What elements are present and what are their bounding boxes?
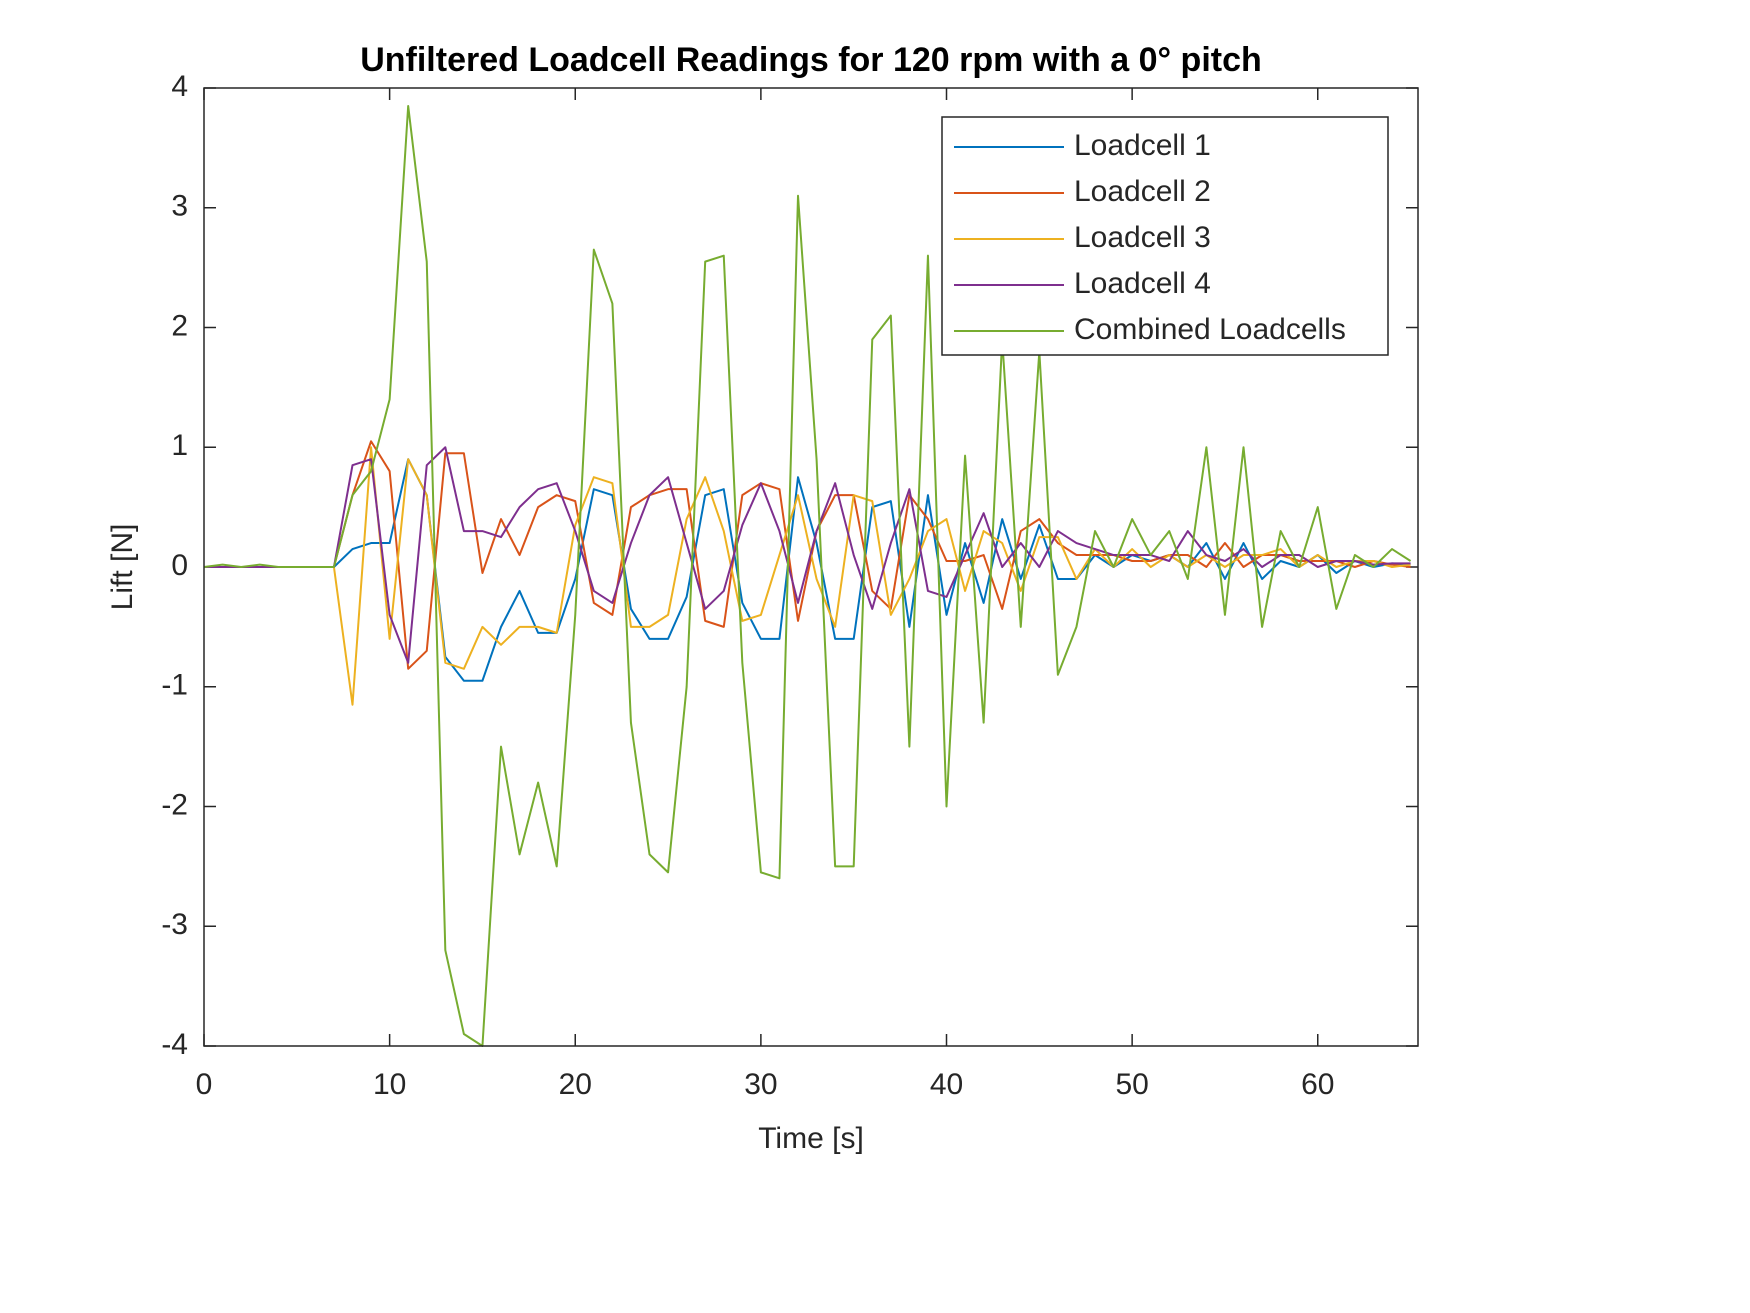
x-tick-label: 0 <box>196 1068 213 1101</box>
x-tick-label: 50 <box>1115 1068 1148 1101</box>
legend-label: Loadcell 1 <box>1074 129 1211 162</box>
y-tick-label: 0 <box>171 549 188 582</box>
y-tick-label: -3 <box>161 908 188 941</box>
legend-label: Loadcell 2 <box>1074 175 1211 208</box>
series-line <box>203 104 1412 1047</box>
x-tick-label: 20 <box>559 1068 592 1101</box>
y-tick-label: 3 <box>171 190 188 223</box>
legend-label: Combined Loadcells <box>1074 313 1346 346</box>
y-tick-label: -2 <box>161 788 188 821</box>
y-tick-label: 1 <box>171 429 188 462</box>
legend-label: Loadcell 4 <box>1074 267 1211 300</box>
legend: Loadcell 1 Loadcell 2 Loadcell 3 Loadcell 4… <box>941 116 1389 356</box>
x-tick-label: 30 <box>744 1068 777 1101</box>
y-tick-label: 2 <box>171 309 188 342</box>
y-tick-label: 4 <box>171 70 188 103</box>
legend-box <box>941 116 1389 356</box>
y-tick-label: -1 <box>161 669 188 702</box>
x-tick-label: 60 <box>1301 1068 1334 1101</box>
x-tick-label: 40 <box>930 1068 963 1101</box>
x-axis-label: Time [s] <box>758 1122 864 1155</box>
plot-frame <box>203 87 1419 1047</box>
series-line <box>204 446 1411 664</box>
x-tick-label: 10 <box>373 1068 406 1101</box>
series-line <box>204 440 1411 670</box>
series-line <box>204 458 1411 682</box>
legend-label: Loadcell 3 <box>1074 221 1211 254</box>
y-tick-label: -4 <box>161 1028 188 1061</box>
y-axis-label: Lift [N] <box>106 524 139 611</box>
chart-title: Unfiltered Loadcell Readings for 120 rpm… <box>360 41 1262 79</box>
